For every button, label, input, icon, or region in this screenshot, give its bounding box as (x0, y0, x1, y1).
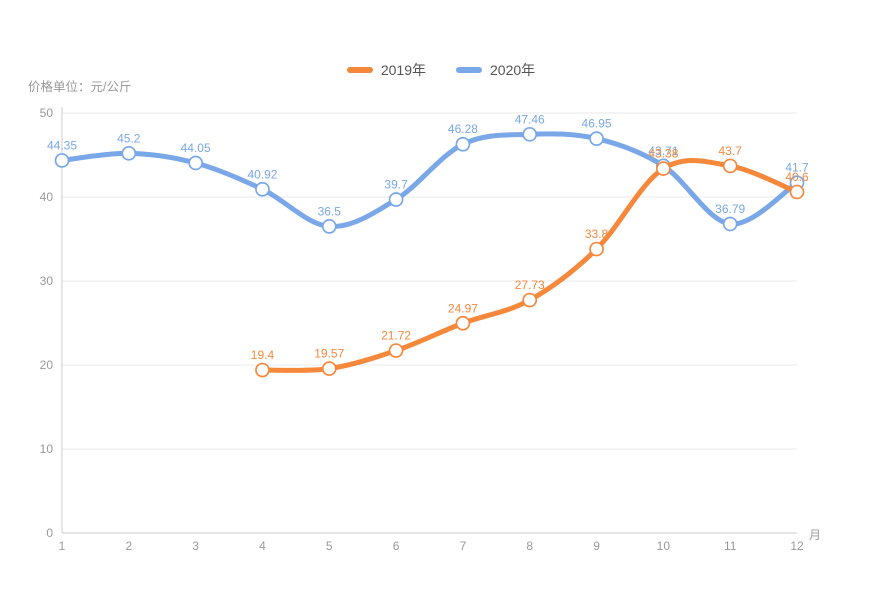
series-2019-point[interactable] (522, 292, 538, 308)
legend-item-2020[interactable]: 2020年 (456, 60, 535, 80)
x-axis-tick-label: 4 (259, 539, 266, 553)
legend: 2019年 2020年 (0, 60, 882, 80)
y-axis-tick-label: 50 (40, 106, 54, 120)
series-2020-line[interactable] (59, 131, 800, 229)
series-2019-line[interactable] (259, 158, 800, 373)
series-2020-point-label: 36.5 (318, 204, 342, 218)
series-2020-point-label: 39.7 (384, 178, 408, 192)
series-2019-point-label: 27.73 (515, 278, 545, 292)
series-2019-point-label: 33.8 (585, 227, 609, 241)
series-2019-point-label: 40.6 (785, 170, 809, 184)
series-2019-point[interactable] (255, 362, 270, 378)
x-axis-tick-label: 8 (526, 539, 533, 553)
series-2020-point-label: 40.92 (247, 167, 277, 181)
series-2020-point-label: 46.95 (582, 117, 612, 131)
series-2019-point-label: 43.7 (719, 144, 743, 158)
series-2019-point-label: 19.4 (251, 348, 275, 362)
series-2019-point[interactable] (722, 158, 738, 174)
series-2019-point[interactable] (455, 315, 471, 331)
x-axis-tick-label: 11 (724, 539, 737, 553)
series-2019-point[interactable] (321, 361, 337, 376)
series-2019-point[interactable] (589, 241, 604, 257)
series-2020-point[interactable] (722, 216, 738, 232)
series-2020-point[interactable] (255, 181, 270, 197)
series-2020-point[interactable] (121, 145, 137, 161)
series-2020-point-label: 36.79 (715, 202, 745, 216)
y-axis-tick-label: 30 (40, 274, 54, 288)
series-2020-point-label: 44.05 (181, 141, 211, 155)
x-axis-tick-label: 9 (593, 539, 600, 553)
x-axis-tick-label: 12 (790, 539, 804, 553)
series-2020-point[interactable] (455, 136, 471, 152)
series-2020-point[interactable] (589, 131, 604, 146)
legend-swatch-2019 (346, 67, 373, 73)
series-2020-point[interactable] (54, 153, 70, 168)
series-2019-point[interactable] (789, 184, 805, 200)
x-axis-tick-label: 7 (460, 539, 467, 553)
series-2020-point-label: 41.7 (785, 161, 809, 175)
y-axis-title: 价格单位：元/公斤 (28, 80, 132, 94)
series-2020-point-label: 46.28 (448, 122, 478, 136)
x-axis-tick-label: 2 (125, 539, 132, 553)
x-axis-tick-label: 3 (192, 539, 199, 553)
y-axis-tick-label: 20 (40, 358, 54, 372)
series-2019-point-label: 19.57 (314, 347, 344, 361)
series-2020-point-label: 45.2 (117, 131, 141, 145)
series-2020-point[interactable] (321, 219, 337, 234)
x-axis-tick-label: 1 (59, 539, 66, 553)
x-axis-tick-label: 10 (657, 539, 671, 553)
x-axis-tick-label: 6 (393, 539, 400, 553)
series-2020-point[interactable] (522, 126, 538, 142)
legend-label-2019: 2019年 (380, 62, 426, 78)
series-2019-point-label: 21.72 (381, 329, 411, 343)
x-axis-tick-label: 5 (326, 539, 333, 553)
series-2019-point-label: 24.97 (448, 301, 478, 315)
y-axis-tick-label: 40 (40, 190, 54, 204)
series-2019-point-label: 43.38 (648, 147, 678, 161)
legend-item-2019[interactable]: 2019年 (346, 60, 426, 80)
legend-label-2020: 2020年 (490, 62, 536, 78)
legend-swatch-2020 (456, 67, 482, 73)
series-2020-point-label: 44.35 (47, 138, 77, 152)
series-2020-point[interactable] (188, 155, 203, 171)
series-2019-point[interactable] (388, 343, 404, 358)
x-axis-name: 月 (809, 528, 821, 542)
series-2019-point[interactable] (656, 161, 671, 176)
series-2020-point[interactable] (388, 192, 404, 207)
y-axis-tick-label: 0 (46, 526, 53, 540)
series-2020-point-label: 43.71 (648, 144, 678, 158)
series-2020-point-label: 47.46 (515, 112, 545, 126)
y-axis-tick-label: 10 (40, 442, 54, 456)
